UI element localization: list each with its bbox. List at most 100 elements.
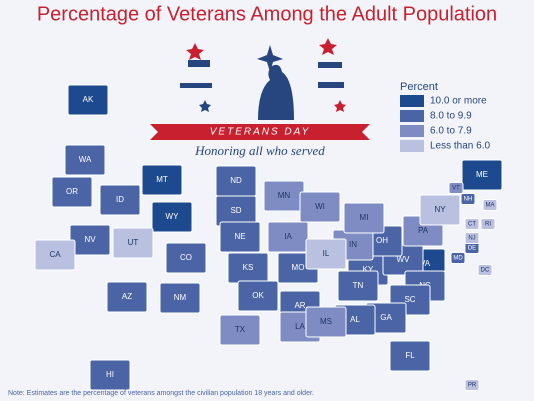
state-label: MD	[453, 256, 463, 262]
helicopter-icon	[318, 82, 344, 88]
state-label: IL	[323, 249, 330, 258]
state-label: HI	[106, 370, 114, 379]
state-label: VA	[420, 259, 431, 268]
legend-swatch	[400, 110, 424, 122]
state-label: ME	[476, 170, 488, 179]
state	[67, 84, 109, 116]
state	[165, 242, 207, 274]
state-label: NJ	[468, 236, 475, 242]
plane-icon	[318, 62, 342, 68]
state	[141, 164, 183, 196]
state-label: MS	[320, 317, 332, 326]
state-label: AZ	[122, 292, 132, 301]
banner-ribbon	[150, 124, 370, 140]
state	[237, 280, 279, 312]
state-label: IN	[349, 240, 357, 249]
state	[477, 264, 493, 276]
state	[159, 282, 201, 314]
state	[464, 232, 480, 244]
state	[219, 314, 261, 346]
state	[51, 176, 93, 208]
state-label: CO	[180, 253, 192, 262]
state	[389, 340, 431, 372]
note: Note: Estimates are the percentage of ve…	[8, 390, 314, 397]
state	[305, 238, 347, 270]
state-label: KS	[243, 263, 254, 272]
state	[151, 201, 193, 233]
legend-label: 8.0 to 9.9	[430, 111, 472, 122]
star	[319, 38, 337, 55]
state	[464, 218, 480, 230]
state-label: OR	[66, 187, 78, 196]
jet-icon	[257, 45, 283, 72]
state-label: WV	[397, 255, 411, 264]
legend-title: Percent	[400, 81, 438, 93]
state	[464, 379, 480, 391]
state-label: MI	[360, 213, 369, 222]
state-label: PR	[468, 383, 477, 389]
state	[337, 270, 379, 302]
legend-swatch	[400, 125, 424, 137]
state-label: TX	[235, 325, 246, 334]
state	[419, 194, 461, 226]
legend-swatch	[400, 95, 424, 107]
state	[305, 306, 347, 338]
state	[64, 144, 106, 176]
state-label: SC	[404, 295, 415, 304]
tank-icon	[188, 60, 210, 67]
star	[199, 100, 211, 112]
state-label: LA	[295, 322, 305, 331]
state	[448, 182, 464, 194]
legend-label: Less than 6.0	[430, 141, 490, 152]
state-label: NY	[434, 205, 446, 214]
state-label: TN	[353, 281, 364, 290]
legend-swatch	[400, 140, 424, 152]
state-label: AR	[294, 301, 305, 310]
state-label: PA	[418, 226, 429, 235]
state-label: WY	[166, 212, 180, 221]
state-label: VT	[452, 186, 460, 192]
state	[34, 239, 76, 271]
state	[461, 159, 503, 191]
state-label: AK	[83, 95, 94, 104]
state	[299, 191, 341, 223]
state-label: MN	[278, 191, 291, 200]
state-label: OK	[252, 291, 264, 300]
state	[89, 359, 131, 391]
state-label: ID	[116, 195, 124, 204]
title: Percentage of Veterans Among the Adult P…	[37, 3, 497, 25]
state-label: MA	[486, 203, 495, 209]
star	[334, 100, 346, 112]
state-label: WI	[315, 202, 325, 211]
legend-label: 6.0 to 7.9	[430, 126, 472, 137]
legend-label: 10.0 or more	[430, 96, 487, 107]
state-label: WA	[79, 155, 92, 164]
state	[106, 281, 148, 313]
state-label: UT	[128, 238, 139, 247]
state-label: FL	[405, 351, 415, 360]
state-label: NH	[464, 197, 473, 203]
state-label: MT	[156, 175, 168, 184]
state	[219, 221, 261, 253]
ship-icon	[180, 83, 212, 88]
state-label: NM	[174, 293, 187, 302]
banner-subtitle: Honoring all who served	[194, 143, 325, 158]
banner-title: VETERANS DAY	[210, 127, 311, 138]
state-label: SD	[230, 206, 241, 215]
state-label: IA	[284, 232, 292, 241]
state	[343, 202, 385, 234]
state	[112, 227, 154, 259]
state-label: ND	[230, 176, 242, 185]
military-icons	[180, 38, 346, 120]
state-label: NV	[84, 235, 96, 244]
state-label: RI	[485, 222, 491, 228]
state	[460, 193, 476, 205]
state	[482, 199, 498, 211]
state-label: DC	[481, 268, 490, 274]
state-label: DE	[468, 246, 476, 252]
state-label: GA	[380, 313, 392, 322]
state-label: KY	[363, 265, 374, 274]
star	[186, 43, 204, 60]
state-label: CT	[468, 222, 476, 228]
